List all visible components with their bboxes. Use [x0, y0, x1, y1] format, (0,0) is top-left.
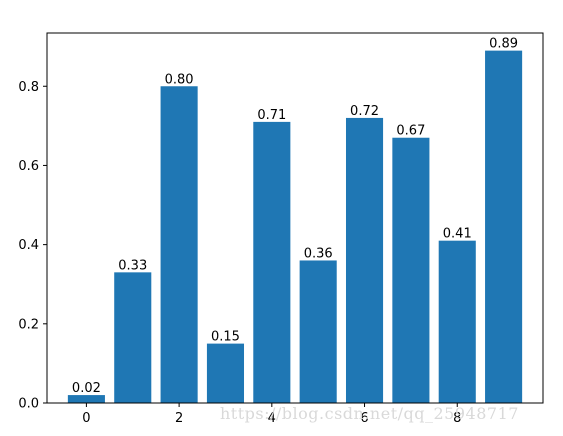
x-tick-label: 4	[268, 411, 276, 426]
bar-value-label: 0.89	[489, 37, 518, 52]
bar	[253, 121, 291, 403]
bar-value-label: 0.02	[72, 381, 101, 396]
watermark-text: https://blog.csdn.net/qq_25948717	[220, 404, 519, 423]
y-tick-label: 0.6	[18, 159, 39, 174]
bar	[160, 86, 198, 403]
bar-value-label: 0.33	[118, 258, 147, 273]
data-label-group: 0.02 0.33 0.80 0.15 0.71 0.36 0.72 0.67 0.41 0.89	[72, 37, 518, 396]
bar	[206, 343, 245, 403]
bar-value-label: 0.15	[211, 330, 240, 345]
bar	[114, 272, 152, 403]
x-tick-label: 8	[453, 411, 461, 426]
bar	[345, 117, 384, 404]
y-axis: 0.0 0.2 0.4 0.6 0.8	[18, 80, 47, 412]
bar	[67, 395, 105, 403]
x-tick-label: 2	[175, 411, 183, 426]
bar-value-label: 0.41	[443, 227, 472, 242]
y-tick-label: 0.8	[18, 80, 39, 95]
bar-value-label: 0.72	[350, 104, 379, 119]
bar	[438, 240, 476, 403]
bar-value-label: 0.67	[396, 124, 425, 139]
bar	[392, 137, 430, 403]
bar	[299, 260, 337, 403]
bar-value-label: 0.80	[165, 72, 194, 87]
bar	[485, 50, 523, 403]
x-axis: 0 2 4 6 8	[82, 403, 461, 426]
y-tick-label: 0.2	[18, 317, 39, 332]
y-tick-label: 0.4	[18, 238, 39, 253]
plot-frame	[46, 32, 544, 404]
bar-value-label: 0.71	[257, 108, 286, 123]
x-tick-label: 6	[360, 411, 368, 426]
bar-value-label: 0.36	[304, 246, 333, 261]
y-tick-label: 0.0	[18, 397, 39, 412]
x-tick-label: 0	[82, 411, 90, 426]
bar-group	[67, 50, 523, 404]
